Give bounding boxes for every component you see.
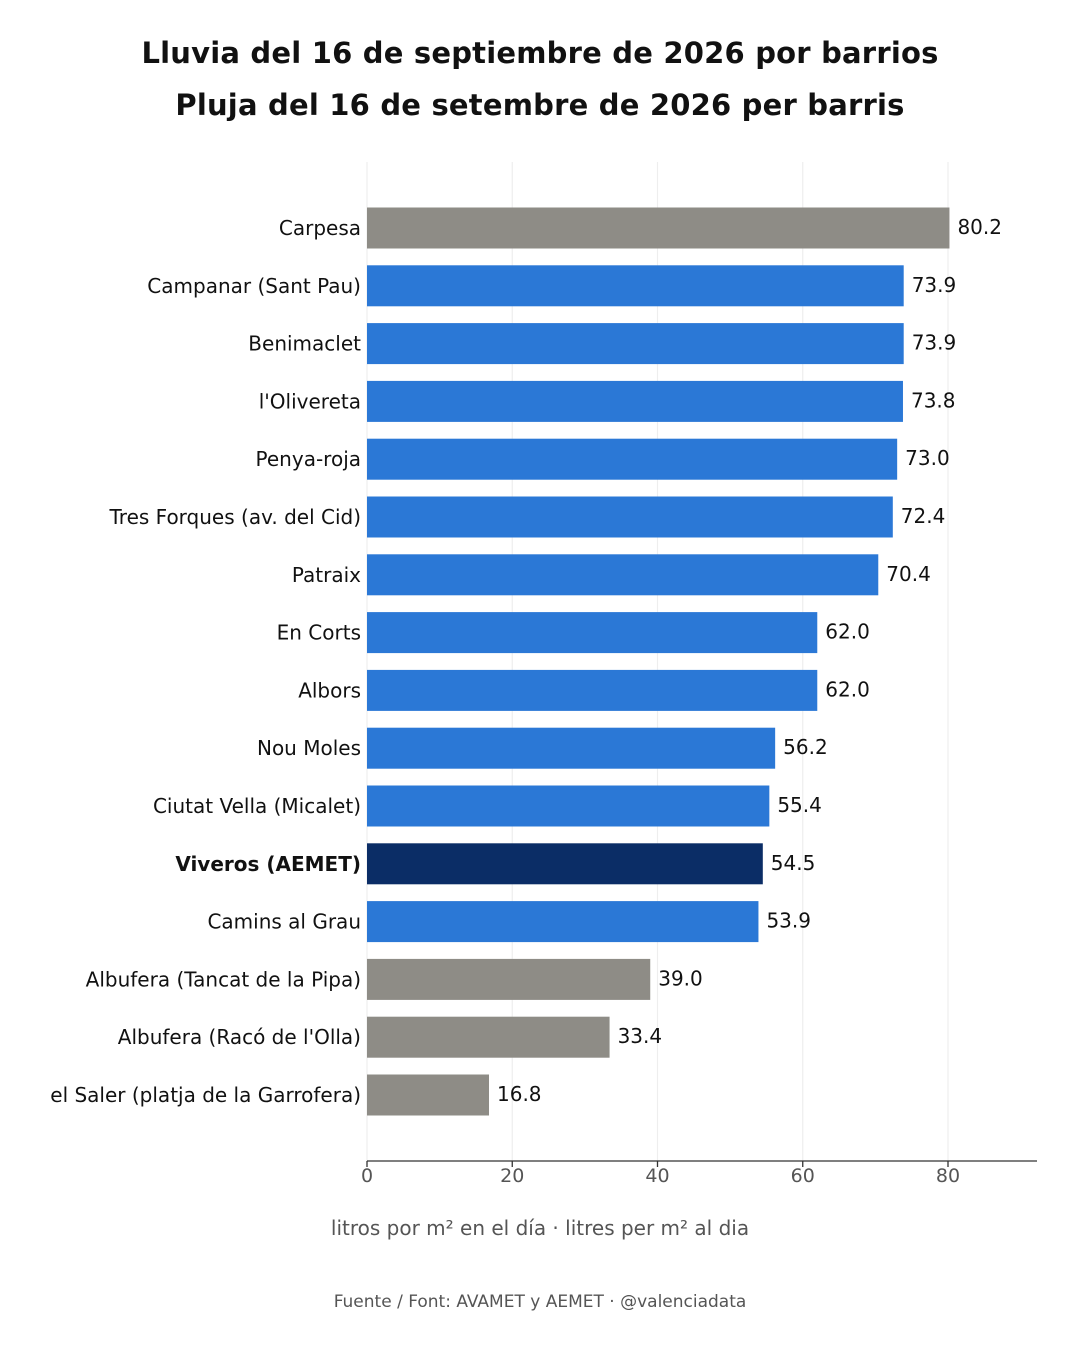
x-tick-label: 60 (791, 1165, 815, 1187)
value-label: 55.4 (777, 793, 822, 817)
value-label: 33.4 (618, 1024, 663, 1048)
value-label: 73.8 (911, 388, 956, 412)
bar (367, 612, 818, 654)
category-label: Camins al Grau (207, 910, 361, 934)
category-label: Albufera (Tancat de la Pipa) (86, 967, 361, 991)
category-label: Nou Moles (257, 736, 361, 760)
category-label: Patraix (292, 563, 361, 587)
bar (367, 1074, 490, 1116)
bar (367, 438, 898, 480)
value-label: 72.4 (901, 504, 946, 528)
x-axis-label: litros por m² en el día · litres per m² … (331, 1216, 749, 1240)
bar (367, 727, 776, 769)
value-label: 70.4 (886, 562, 931, 586)
chart-title-line-2: Pluja del 16 de setembre de 2026 per bar… (175, 88, 905, 122)
value-label: 73.9 (912, 273, 957, 297)
bar (367, 265, 904, 307)
value-label: 73.9 (912, 331, 957, 355)
category-label: Penya-roja (256, 447, 361, 471)
category-label: l'Olivereta (259, 389, 361, 413)
value-label: 73.0 (905, 446, 950, 470)
category-label: Viveros (AEMET) (175, 852, 361, 876)
bar (367, 958, 651, 1000)
bar (367, 785, 770, 827)
bar (367, 554, 879, 596)
category-label: Carpesa (279, 216, 361, 240)
category-label: Campanar (Sant Pau) (147, 274, 361, 298)
x-tick-label: 80 (936, 1165, 960, 1187)
value-label: 62.0 (825, 677, 870, 701)
bar (367, 669, 818, 711)
value-label: 56.2 (783, 735, 828, 759)
category-label: En Corts (277, 621, 361, 645)
bar (367, 843, 763, 885)
category-label: Ciutat Vella (Micalet) (153, 794, 361, 818)
value-label: 80.2 (957, 215, 1002, 239)
source-credit: Fuente / Font: AVAMET y AEMET · @valenci… (333, 1292, 747, 1312)
bar (367, 380, 903, 422)
chart-title-line-1: Lluvia del 16 de septiembre de 2026 por … (141, 36, 939, 70)
value-label: 16.8 (497, 1082, 542, 1106)
bar (367, 207, 950, 249)
value-label: 53.9 (766, 909, 811, 933)
bar (367, 901, 759, 943)
value-label: 39.0 (658, 966, 703, 990)
value-label: 62.0 (825, 620, 870, 644)
value-label: 54.5 (771, 851, 816, 875)
category-label: Albufera (Racó de l'Olla) (118, 1025, 361, 1049)
category-label: Benimaclet (248, 332, 361, 356)
category-label: Tres Forques (av. del Cid) (109, 505, 361, 529)
x-tick-label: 20 (500, 1165, 524, 1187)
bar (367, 1016, 610, 1058)
category-label: el Saler (platja de la Garrofera) (50, 1083, 361, 1107)
x-tick-label: 0 (361, 1165, 373, 1187)
bar (367, 496, 893, 538)
bar (367, 323, 904, 365)
category-label: Albors (298, 678, 361, 702)
x-tick-label: 40 (645, 1165, 669, 1187)
